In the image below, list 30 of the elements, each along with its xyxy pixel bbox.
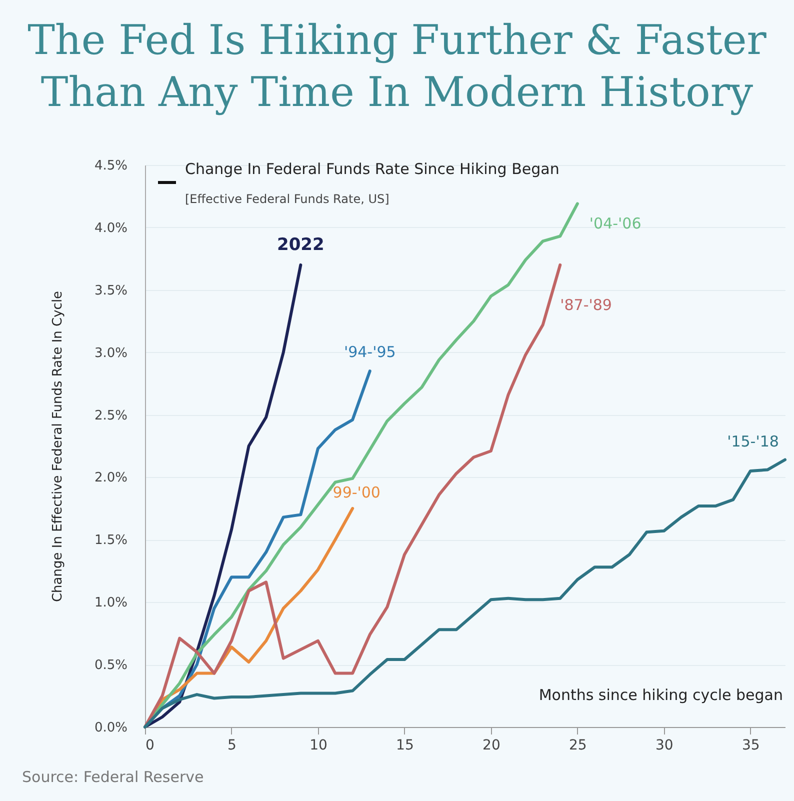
annotation: [Effective Federal Funds Rate, US] xyxy=(185,192,390,206)
x-tick-label: 15 xyxy=(396,738,414,754)
y-tick-label: 0.5% xyxy=(94,658,128,674)
y-tick-label: 2.0% xyxy=(94,470,128,486)
series-label: '99-'00 xyxy=(328,483,380,502)
source-note: Source: Federal Reserve xyxy=(22,768,204,786)
chart-title: The Fed Is Hiking Further & Faster Than Any Time In Modern History xyxy=(26,15,768,118)
series-label: '15-'18 xyxy=(727,432,779,451)
series-label: '87-'89 xyxy=(560,296,612,314)
x-tick-label: 25 xyxy=(569,738,587,754)
y-tick-label: 4.0% xyxy=(94,220,128,236)
x-tick-label: 30 xyxy=(656,738,674,754)
y-tick-label: 2.5% xyxy=(94,408,128,424)
x-tick-label: 5 xyxy=(228,738,236,754)
y-axis-title: Change In Effective Federal Funds Rate In Cycle xyxy=(50,290,66,602)
y-tick-label: 1.0% xyxy=(94,596,128,611)
series-label: '94-'95 xyxy=(344,343,396,362)
x-tick-label: 35 xyxy=(742,738,760,754)
chart-subtitle: Change In Federal Funds Rate Since Hiking Began xyxy=(185,160,560,178)
series-label: 2022 xyxy=(277,234,324,255)
y-tick-label: 3.0% xyxy=(94,346,128,361)
x-axis-title: Months since hiking cycle began xyxy=(538,686,783,704)
y-tick-label: 0.0% xyxy=(94,720,128,736)
y-tick-label: 3.5% xyxy=(94,283,128,298)
x-tick-label: 10 xyxy=(310,738,328,754)
y-tick-label: 4.5% xyxy=(94,158,128,174)
x-tick-label: 0 xyxy=(146,738,154,754)
series-label: '04-'06 xyxy=(589,214,642,233)
y-tick-label: 1.5% xyxy=(94,533,128,548)
x-tick-label: 20 xyxy=(482,738,500,754)
